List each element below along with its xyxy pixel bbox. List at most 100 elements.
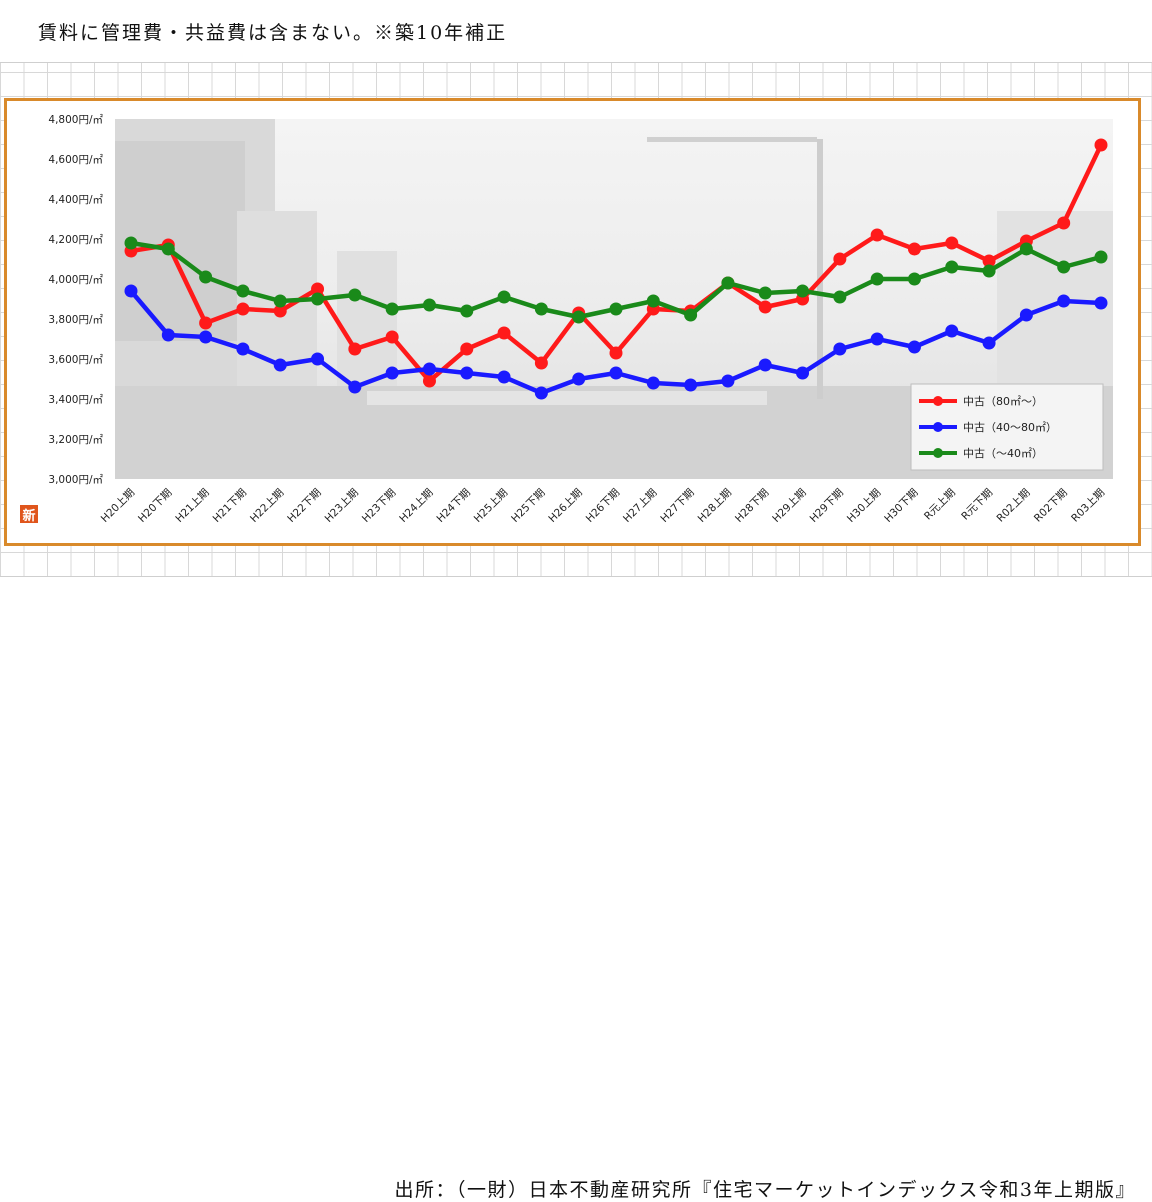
data-point [124,236,138,250]
x-axis: H20上期H20下期H21上期H21下期H22上期H22下期H23上期H23下期… [99,487,1107,525]
legend-label: 中古（～40㎡） [963,447,1043,460]
data-point [236,284,250,298]
legend-swatch-marker [933,396,943,406]
y-tick-label: 3,400円/㎡ [48,394,103,406]
y-tick-label: 4,800円/㎡ [48,114,103,126]
data-point [161,242,175,256]
legend: 中古（80㎡～） 中古（40～80㎡） 中古（～40㎡） [910,383,1104,471]
x-tick-label: H30上期 [845,487,883,525]
data-point [1057,294,1071,308]
legend-label: 中古（40～80㎡） [963,421,1057,434]
legend-label: 中古（80㎡～） [963,395,1043,408]
series-1 [124,138,1108,388]
series-2 [124,284,1108,400]
data-point [1094,250,1108,264]
data-point [124,284,138,298]
data-point [460,366,474,380]
y-tick-label: 4,600円/㎡ [48,154,103,166]
data-point [273,304,287,318]
data-point [1019,242,1033,256]
y-tick-label: 3,000円/㎡ [48,474,103,486]
data-point [460,342,474,356]
data-point [273,294,287,308]
x-tick-label: H22下期 [285,487,323,525]
legend-swatch-marker [933,448,943,458]
x-tick-label: H27下期 [658,487,696,525]
data-point [348,288,362,302]
y-tick-label: 3,800円/㎡ [48,314,103,326]
data-point [534,356,548,370]
data-point [422,374,436,388]
x-tick-label: R02下期 [1032,487,1070,525]
x-tick-label: H28上期 [696,487,734,525]
data-point [199,330,213,344]
legend-swatch-marker [933,422,943,432]
data-point [422,362,436,376]
series-layer [124,138,1108,400]
data-point [385,330,399,344]
data-point [609,366,623,380]
data-point [609,302,623,316]
data-point [833,252,847,266]
data-point [907,242,921,256]
legend-item: 中古（40～80㎡） [919,421,1057,434]
y-tick-label: 4,000円/㎡ [48,274,103,286]
data-point [1094,296,1108,310]
data-point [385,366,399,380]
data-point [348,380,362,394]
data-point [572,372,586,386]
data-point [796,366,810,380]
y-tick-label: 4,400円/㎡ [48,194,103,206]
data-point [311,352,325,366]
x-tick-label: H28下期 [733,487,771,525]
source-citation: 出所：（一財）日本不動産研究所『住宅マーケットインデックス令和3年上期版』 [394,1179,1136,1201]
data-point [199,316,213,330]
x-tick-label: H21下期 [211,487,249,525]
data-point [758,358,772,372]
x-tick-label: H29上期 [770,487,808,525]
data-point [460,304,474,318]
data-point [982,336,996,350]
y-tick-label: 3,600円/㎡ [48,354,103,366]
data-point [833,290,847,304]
data-point [870,272,884,286]
x-tick-label: H24上期 [397,487,435,525]
x-tick-label: H21上期 [173,487,211,525]
data-point [1094,138,1108,152]
data-point [609,346,623,360]
x-tick-label: H20上期 [99,487,137,525]
data-point [311,282,325,296]
y-axis: 3,000円/㎡ 3,200円/㎡ 3,400円/㎡ 3,600円/㎡ 3,800円/㎡… [48,114,103,486]
x-tick-label: H25下期 [509,487,547,525]
data-point [870,228,884,242]
series-3 [124,236,1108,324]
photo-background [115,119,1113,479]
x-tick-label: H25上期 [472,487,510,525]
x-tick-label: H23上期 [323,487,361,525]
x-tick-label: H23下期 [360,487,398,525]
data-point [945,324,959,338]
data-point [1057,216,1071,230]
data-point [796,284,810,298]
data-point [534,302,548,316]
data-point [1057,260,1071,274]
x-tick-label: H24下期 [435,487,473,525]
data-point [646,376,660,390]
footer: 出所：（一財）日本不動産研究所『住宅マーケットインデックス令和3年上期版』 [0,576,1152,1201]
x-tick-label: H26下期 [584,487,622,525]
data-point [982,254,996,268]
data-point [907,272,921,286]
data-point [833,342,847,356]
data-point [422,298,436,312]
legend-item: 中古（～40㎡） [919,447,1043,460]
data-point [758,286,772,300]
data-point [1019,308,1033,322]
x-tick-label: R02上期 [995,487,1033,525]
data-point [870,332,884,346]
data-point [721,374,735,388]
data-point [236,302,250,316]
x-tick-label: H22上期 [248,487,286,525]
data-point [684,308,698,322]
y-tick-label: 3,200円/㎡ [48,434,103,446]
data-point [721,276,735,290]
